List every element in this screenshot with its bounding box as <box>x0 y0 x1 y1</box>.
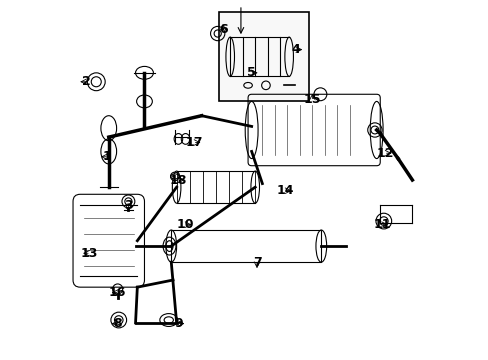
Text: 6: 6 <box>218 23 227 36</box>
Text: 12: 12 <box>376 147 393 160</box>
Text: 15: 15 <box>303 93 321 106</box>
Text: 11: 11 <box>372 218 390 231</box>
Text: 18: 18 <box>169 174 187 186</box>
Text: 16: 16 <box>109 286 126 299</box>
Text: 1: 1 <box>102 150 111 163</box>
Text: 7: 7 <box>252 256 261 269</box>
Text: 5: 5 <box>247 66 256 79</box>
Text: 3: 3 <box>124 198 132 212</box>
Text: 9: 9 <box>174 317 183 330</box>
Text: 4: 4 <box>291 43 300 56</box>
Text: 2: 2 <box>81 75 90 88</box>
Text: 13: 13 <box>80 247 98 260</box>
Text: 14: 14 <box>276 184 294 197</box>
Text: 17: 17 <box>185 136 203 149</box>
Text: 10: 10 <box>177 218 194 231</box>
Bar <box>219 12 308 102</box>
Bar <box>171 230 321 262</box>
Text: 8: 8 <box>113 317 122 330</box>
